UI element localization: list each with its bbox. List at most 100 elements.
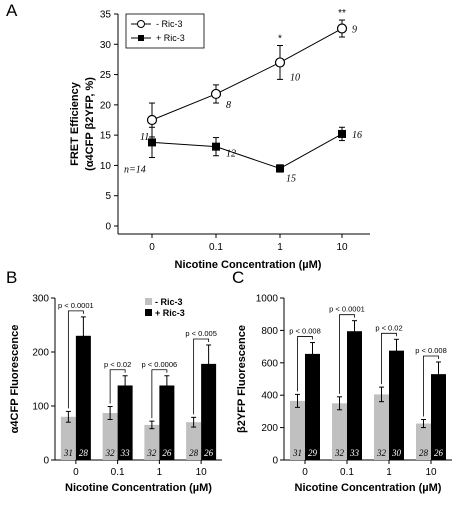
data-point [148,138,156,147]
legend-marker [138,35,144,41]
p-value-label: p < 0.005 [185,329,217,338]
p-value-label: p < 0.0001 [329,305,365,314]
y-tick-label: 200 [261,423,278,434]
series-line-0 [151,28,343,121]
n-label: n=14 [124,164,146,175]
bar-n-label: 33 [120,448,131,458]
bar-n-label: 26 [204,448,214,458]
y-tick-label: 15 [100,131,112,142]
p-value-label: p < 0.02 [375,323,402,332]
x-tick-label: 0 [73,467,79,478]
x-tick-label: 0.1 [111,467,125,478]
bar-n-label: 28 [79,448,89,458]
x-axis-title: Nicotine Concentration (µM) [295,482,442,494]
y-tick-label: 5 [105,191,111,202]
y-tick-label: 800 [261,326,278,337]
bar-n-label: 32 [105,448,116,458]
n-label: 15 [286,173,296,184]
x-axis-title: Nicotine Concentration (µM) [175,259,322,271]
legend-label: - Ric-3 [155,297,183,307]
legend-label: + Ric-3 [156,33,185,43]
bar-n-label: 29 [308,448,318,458]
p-value-label: p < 0.008 [289,327,321,336]
bar-n-label: 32 [376,448,387,458]
significance-bracket [109,369,126,404]
bar [102,413,118,460]
significance-bracket [193,338,210,415]
p-value-label: p < 0.008 [415,346,447,355]
y-axis-title: β2YFP Fluorescence [236,325,248,433]
bar-n-label: 28 [189,448,199,458]
n-label: 8 [226,100,231,111]
data-point [276,164,284,173]
y-tick-label: 200 [32,348,49,359]
bar [347,331,362,460]
x-tick-label: 0 [302,467,308,478]
significance-bracket [381,332,397,385]
data-point [210,88,222,100]
legend-label: + Ric-3 [155,308,185,318]
bar-n-label: 30 [391,448,402,458]
series-line-1 [151,133,343,170]
y-tick-label: 35 [100,10,112,21]
bar [332,403,347,460]
legend-marker [137,20,145,28]
p-value-label: p < 0.0006 [142,360,178,369]
y-axis-title-line: (α4CFP β2YFP, %) [84,77,96,171]
x-axis-title: Nicotine Concentration (µM) [65,482,212,494]
n-label: 10 [290,72,300,83]
x-tick-label: 10 [425,467,437,478]
y-tick-label: 20 [100,100,112,111]
bar [117,385,133,460]
bar [60,416,76,460]
bar [431,374,446,460]
x-tick-label: 10 [196,467,208,478]
legend-swatch [145,309,152,316]
significance-bracket [423,355,439,417]
legend-label: - Ric-3 [156,19,183,29]
bar-n-label: 32 [146,448,157,458]
data-point [274,57,286,68]
data-point [338,129,346,138]
bar [201,363,217,460]
bar-n-label: 31 [63,448,73,458]
panel-letter-b: B [6,268,17,287]
bar-n-label: 26 [162,448,172,458]
p-value-label: p < 0.0001 [58,301,94,310]
y-tick-label: 300 [32,294,49,305]
bar [144,424,160,460]
panel-letter-a: A [6,1,18,20]
x-tick-label: 0.1 [340,467,354,478]
significance-mark: ** [338,8,346,19]
y-tick-label: 30 [100,40,112,51]
y-axis-title: α4CFP Fluorescence [9,325,21,434]
x-tick-label: 1 [277,242,283,253]
bar [159,385,175,460]
y-tick-label: 25 [100,70,112,81]
data-point [212,142,220,151]
bar-n-label: 33 [349,448,360,458]
bar [290,400,305,460]
y-axis-title: FRET Efficiency (α4CFP β2YFP, %) [69,77,96,171]
y-axis-title-line: FRET Efficiency [69,81,81,166]
x-tick-label: 10 [336,242,348,253]
bar-n-label: 26 [434,448,444,458]
n-label: 11 [140,132,149,143]
x-tick-label: 1 [386,467,392,478]
data-point [336,23,348,34]
bar-n-label: 31 [292,448,302,458]
x-tick-label: 1 [157,467,163,478]
bar [75,335,91,460]
n-label: 16 [352,130,362,141]
y-tick-label: 1000 [256,294,279,305]
n-label: 9 [352,25,357,36]
data-point [146,114,158,126]
y-tick-label: 600 [261,358,278,369]
y-tick-label: 0 [105,222,111,233]
y-tick-label: 10 [100,161,112,172]
y-tick-label: 0 [43,456,49,467]
x-tick-label: 0 [149,242,155,253]
bar [374,394,389,460]
